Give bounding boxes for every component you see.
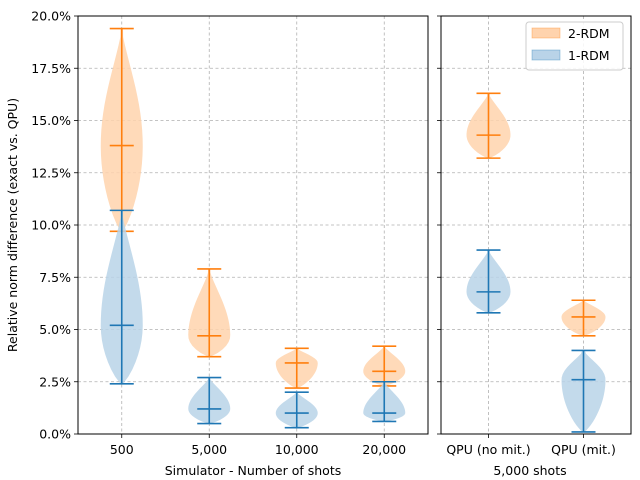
plot-frame	[77, 15, 429, 435]
legend: 2-RDM 1-RDM	[525, 21, 624, 71]
x-axis-label-simulator: Simulator - Number of shots	[165, 463, 342, 478]
x-tick-label: 500	[110, 442, 134, 457]
x-tick-label: 20,000	[362, 442, 406, 457]
y-tick-label: 17.5%	[31, 61, 71, 76]
y-tick-label: 20.0%	[31, 9, 71, 24]
y-tick-label: 0.0%	[39, 427, 71, 442]
y-tick-label: 10.0%	[31, 218, 71, 233]
x-tick-label: QPU (mit.)	[551, 442, 616, 457]
legend-label: 1-RDM	[568, 48, 610, 63]
y-tick-label: 12.5%	[31, 165, 71, 180]
y-tick-label: 15.0%	[31, 113, 71, 128]
x-tick-label: QPU (no mit.)	[446, 442, 530, 457]
legend-swatch-2-rdm	[531, 27, 561, 39]
x-tick-label: 10,000	[275, 442, 319, 457]
x-tick-label: 5,000	[191, 442, 227, 457]
simulator-panel: 500 5,000 10,000 20,000 0.0% 2.5% 5.0% 7.5% 10.0…	[31, 9, 429, 457]
x-axis-label-qpu: 5,000 shots	[493, 463, 566, 478]
y-tick-label: 2.5%	[39, 374, 71, 389]
y-axis-label: Relative norm difference (exact vs. QPU)	[5, 98, 20, 352]
plot-frame	[440, 15, 632, 435]
y-tick-label: 5.0%	[39, 322, 71, 337]
legend-swatch-1-rdm	[531, 49, 561, 61]
qpu-panel: QPU (no mit.) QPU (mit.)	[437, 15, 632, 457]
legend-label: 2-RDM	[568, 26, 610, 41]
y-tick-label: 7.5%	[39, 270, 71, 285]
